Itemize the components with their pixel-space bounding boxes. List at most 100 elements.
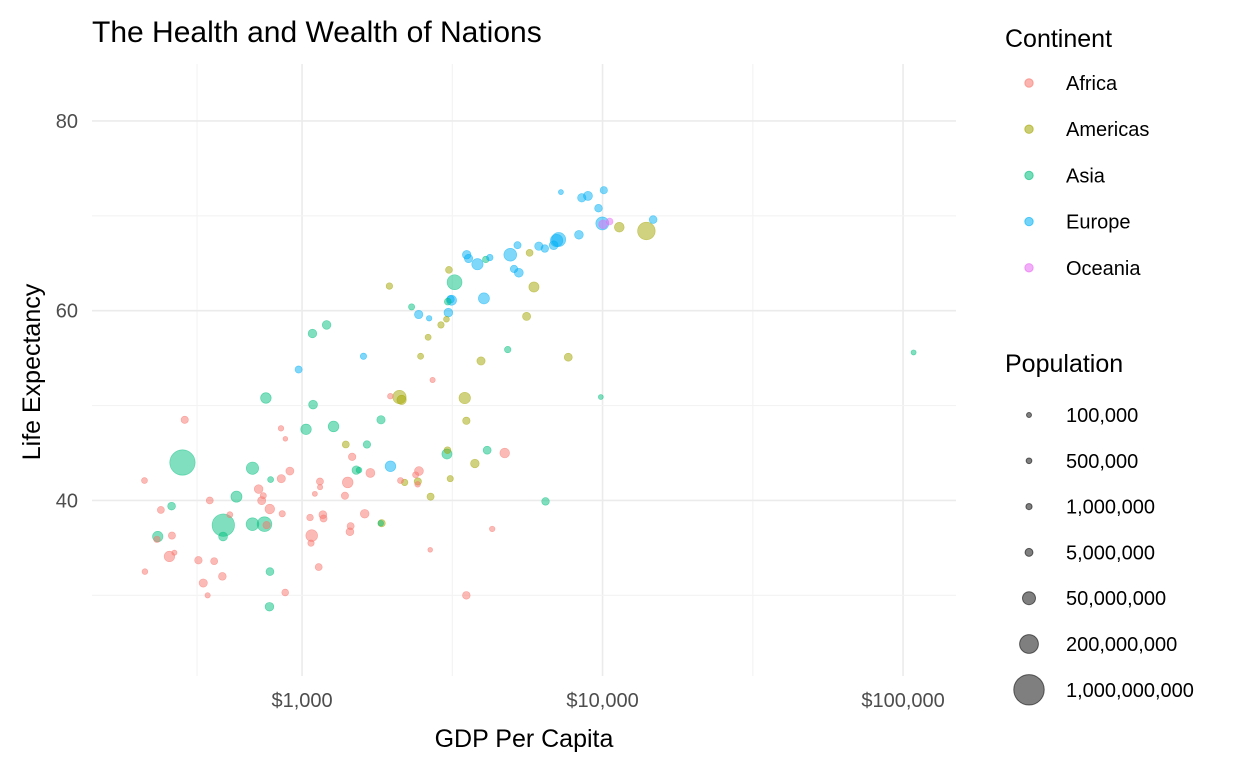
data-point-asia bbox=[362, 440, 371, 449]
data-point-asia bbox=[300, 423, 312, 435]
data-point-americas bbox=[417, 352, 424, 360]
data-point-africa bbox=[281, 588, 289, 597]
data-point-americas bbox=[614, 221, 625, 233]
data-point-africa bbox=[194, 556, 203, 565]
data-point-africa bbox=[262, 521, 271, 530]
legend-label-europe: Europe bbox=[1066, 212, 1131, 234]
data-point-africa bbox=[499, 447, 510, 459]
data-point-asia bbox=[376, 415, 386, 425]
data-point-asia bbox=[245, 517, 260, 531]
data-point-africa bbox=[365, 468, 376, 478]
color-legend-title: Continent bbox=[1005, 25, 1112, 53]
data-point-africa bbox=[307, 539, 315, 547]
data-point-americas bbox=[341, 440, 350, 449]
data-point-asia bbox=[446, 274, 463, 291]
data-point-europe bbox=[486, 253, 494, 262]
data-point-africa bbox=[317, 484, 324, 491]
data-point-europe bbox=[509, 264, 519, 273]
legend-key-americas bbox=[1024, 124, 1034, 134]
size-legend-key bbox=[1025, 503, 1033, 511]
size-legend: Population 100,000 500,000 1,000,000 5,000,… bbox=[1005, 350, 1194, 706]
data-point-europe bbox=[443, 307, 454, 318]
data-points bbox=[141, 186, 917, 612]
data-point-americas bbox=[563, 352, 573, 362]
data-point-africa bbox=[285, 466, 295, 476]
data-point-americas bbox=[476, 356, 486, 366]
data-point-africa bbox=[278, 510, 286, 518]
data-point-europe bbox=[384, 460, 397, 472]
data-point-africa bbox=[414, 481, 421, 488]
data-point-americas bbox=[470, 458, 480, 469]
legend-key-europe bbox=[1024, 216, 1034, 227]
legend-label-americas: Americas bbox=[1066, 119, 1149, 141]
data-point-africa bbox=[141, 568, 149, 575]
size-legend-key bbox=[1026, 412, 1032, 418]
data-point-americas bbox=[443, 315, 450, 323]
data-point-europe bbox=[540, 244, 549, 253]
data-point-europe bbox=[478, 292, 490, 305]
size-legend-label: 1,000,000,000 bbox=[1066, 680, 1194, 702]
legend-label-africa: Africa bbox=[1066, 73, 1118, 95]
data-point-africa bbox=[427, 547, 433, 553]
data-point-americas bbox=[462, 416, 471, 425]
data-point-africa bbox=[277, 425, 285, 432]
data-point-europe bbox=[648, 215, 658, 224]
x-tick-label: $10,000 bbox=[566, 690, 638, 712]
data-point-africa bbox=[141, 477, 148, 484]
size-legend-key bbox=[1019, 634, 1039, 654]
data-point-africa bbox=[218, 572, 227, 581]
legend-label-asia: Asia bbox=[1066, 165, 1106, 187]
size-legend-label: 100,000 bbox=[1066, 405, 1138, 427]
data-point-asia bbox=[307, 328, 318, 339]
data-point-americas bbox=[522, 311, 531, 321]
size-legend-label: 500,000 bbox=[1066, 451, 1138, 473]
data-point-europe bbox=[503, 247, 518, 262]
data-point-asia bbox=[264, 602, 275, 612]
x-axis-title: GDP Per Capita bbox=[435, 725, 614, 753]
y-tick-label: 80 bbox=[56, 111, 78, 133]
data-point-africa bbox=[205, 496, 214, 505]
data-point-asia bbox=[910, 349, 917, 356]
data-point-africa bbox=[341, 491, 349, 500]
x-tick-label: $1,000 bbox=[271, 690, 332, 712]
data-point-americas bbox=[458, 391, 471, 405]
legend-key-africa bbox=[1024, 78, 1034, 88]
data-point-asia bbox=[167, 501, 176, 511]
data-point-europe bbox=[594, 204, 603, 213]
data-point-americas bbox=[426, 492, 435, 501]
data-point-europe bbox=[577, 193, 587, 203]
data-point-africa bbox=[314, 563, 323, 571]
data-point-americas bbox=[437, 321, 445, 329]
data-point-europe bbox=[464, 254, 474, 264]
data-point-americas bbox=[396, 394, 407, 405]
data-point-africa bbox=[226, 511, 234, 519]
data-point-asia bbox=[541, 497, 550, 506]
data-point-asia bbox=[321, 320, 332, 330]
legend-key-oceania bbox=[1024, 263, 1034, 273]
data-point-africa bbox=[387, 393, 394, 400]
data-point-africa bbox=[168, 531, 176, 540]
data-point-asia bbox=[377, 520, 384, 527]
data-point-africa bbox=[210, 557, 219, 566]
data-point-africa bbox=[412, 471, 420, 479]
data-point-africa bbox=[259, 492, 267, 500]
y-tick-label: 60 bbox=[56, 301, 78, 323]
data-point-asia bbox=[230, 490, 243, 503]
y-axis-ticks: 40 60 80 bbox=[56, 111, 78, 513]
size-legend-label: 200,000,000 bbox=[1066, 634, 1177, 656]
legend-key-asia bbox=[1024, 170, 1034, 181]
data-point-americas bbox=[443, 446, 452, 454]
data-point-asia bbox=[482, 445, 492, 455]
data-point-asia bbox=[327, 420, 340, 433]
data-point-africa bbox=[316, 477, 324, 486]
data-point-asia bbox=[267, 476, 274, 483]
data-point-asia bbox=[355, 466, 363, 474]
data-point-africa bbox=[180, 415, 189, 424]
x-axis-ticks: $1,000 $10,000 $100,000 bbox=[271, 690, 944, 712]
data-point-americas bbox=[424, 333, 432, 341]
data-point-africa bbox=[346, 522, 355, 530]
data-point-asia bbox=[444, 297, 452, 306]
data-point-asia bbox=[598, 394, 604, 400]
data-point-europe bbox=[599, 186, 608, 195]
color-legend: Continent Africa Americas Asia Europe Oceani… bbox=[1005, 25, 1149, 280]
